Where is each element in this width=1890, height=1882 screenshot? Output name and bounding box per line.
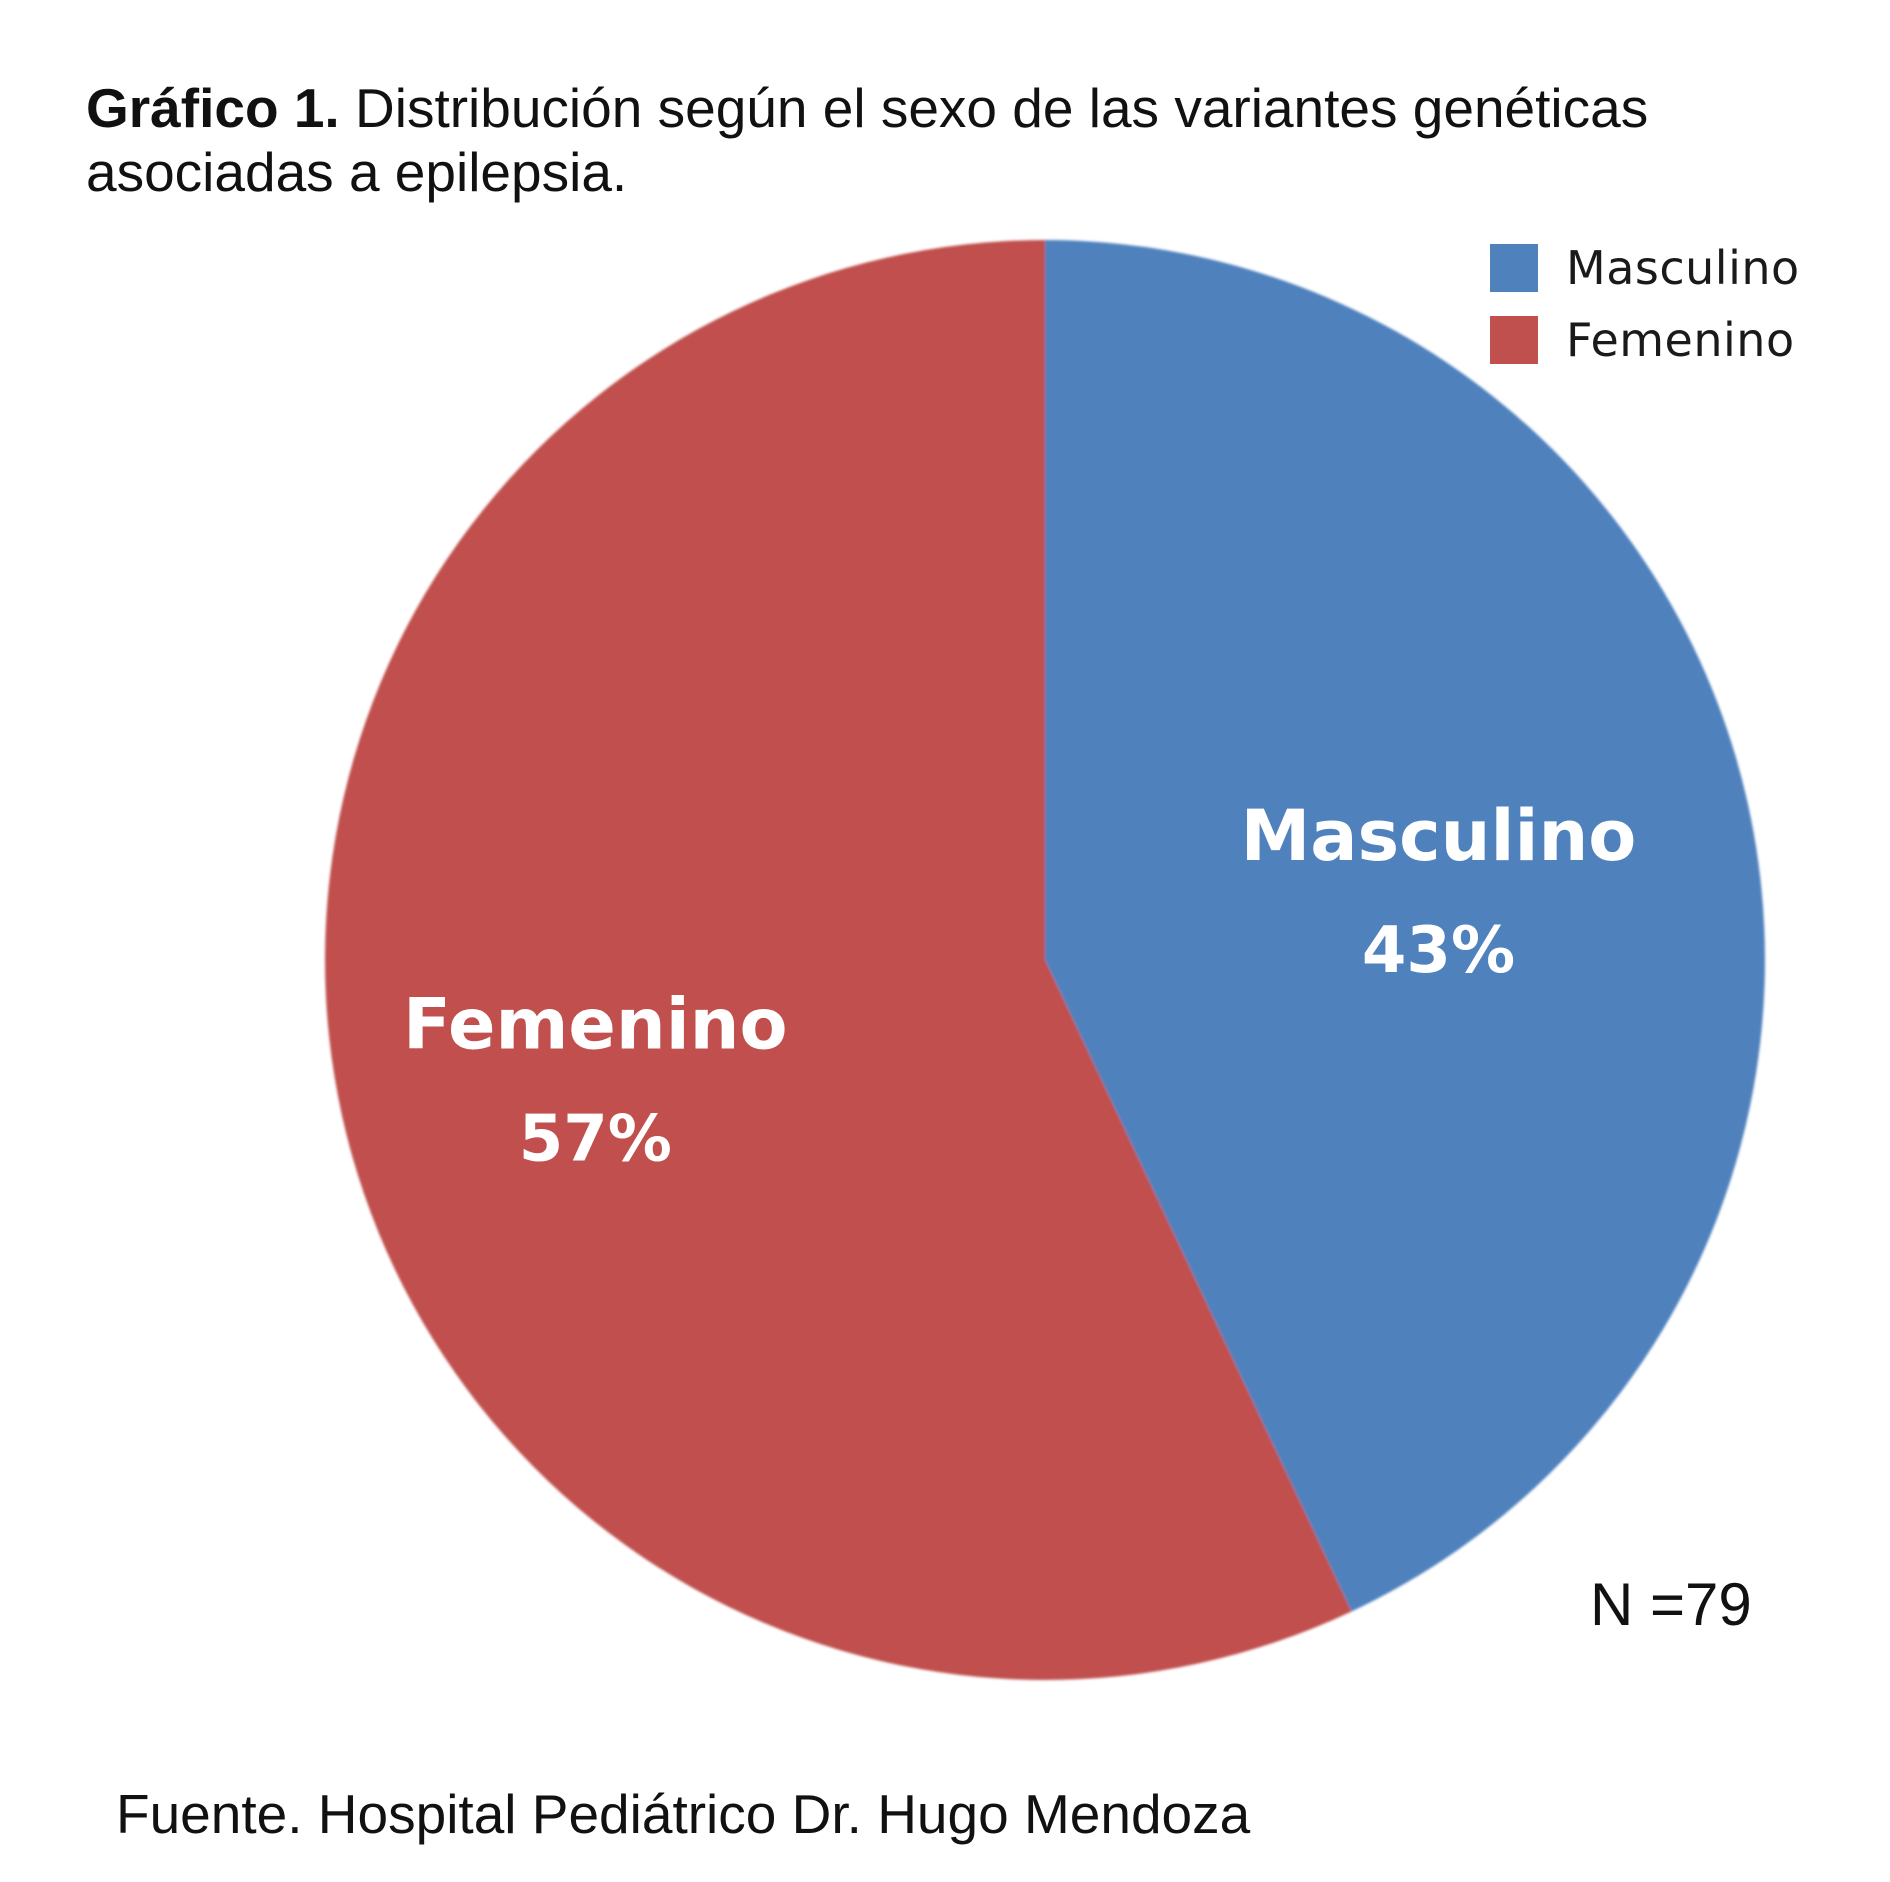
slice-name-label-masculino: Masculino (1241, 795, 1637, 877)
legend-item-masculino: Masculino (1490, 232, 1800, 304)
legend-item-femenino: Femenino (1490, 304, 1800, 376)
source-note: Fuente. Hospital Pediátrico Dr. Hugo Men… (116, 1783, 1251, 1845)
chart-title-text: Distribución según el sexo de las varian… (86, 77, 1649, 203)
legend-swatch-femenino (1490, 316, 1538, 364)
sample-size-label: N =79 (1590, 1571, 1752, 1638)
chart-legend: Masculino Femenino (1490, 232, 1800, 376)
slice-percent-label-masculino: 43% (1362, 914, 1515, 988)
chart-title-lead: Gráfico 1. (86, 77, 340, 139)
chart-title: Gráfico 1. Distribución según el sexo de… (86, 76, 1876, 204)
slice-name-label-femenino: Femenino (403, 984, 788, 1066)
slice-percent-label-femenino: 57% (519, 1103, 672, 1177)
legend-label-femenino: Femenino (1566, 313, 1795, 367)
legend-label-masculino: Masculino (1566, 241, 1800, 295)
pie-slice-femenino (324, 240, 1352, 1680)
pie-slice-masculino (1045, 240, 1766, 1612)
legend-swatch-masculino (1490, 244, 1538, 292)
